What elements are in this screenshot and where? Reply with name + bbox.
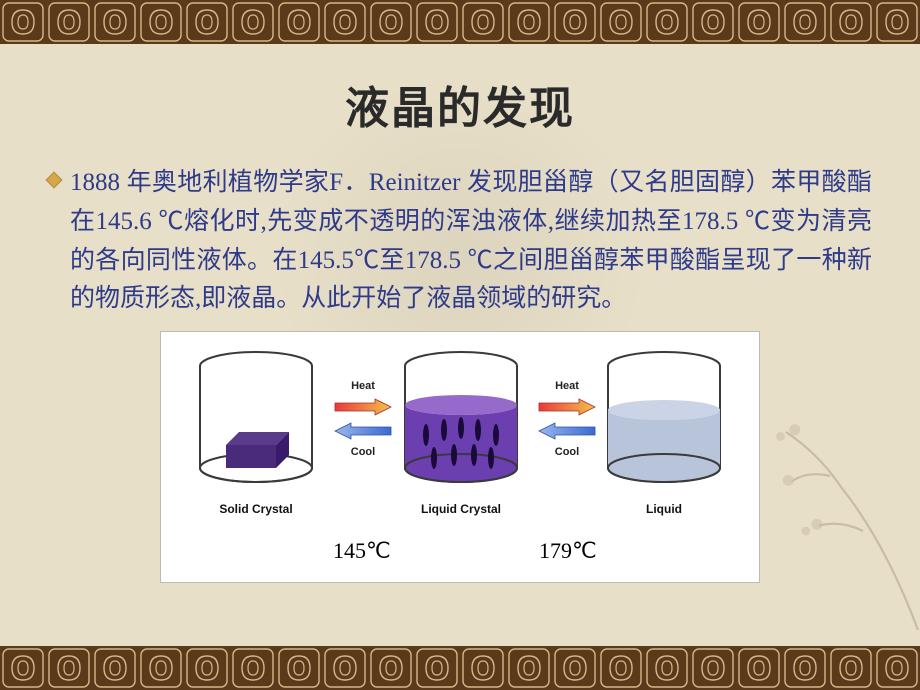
border-tile: [506, 0, 552, 44]
heat-label: Heat: [555, 380, 579, 392]
cool-arrow-icon: [537, 422, 597, 440]
border-tile: [368, 0, 414, 44]
border-tile: [414, 646, 460, 690]
border-tile: [782, 646, 828, 690]
temp-label-1: 145℃: [333, 538, 391, 564]
diagram-container: Heat Cool: [48, 331, 872, 583]
border-tile: [414, 0, 460, 44]
body-paragraph: 1888 年奥地利植物学家F．Reinitzer 发现胆甾醇（又名胆固醇）苯甲酸…: [48, 164, 872, 319]
border-tile: [322, 646, 368, 690]
border-tile: [598, 0, 644, 44]
border-tile: [736, 0, 782, 44]
cool-arrow-icon: [333, 422, 393, 440]
border-tile: [460, 0, 506, 44]
border-tile: [92, 646, 138, 690]
beaker-liquid: [599, 350, 729, 490]
border-tile: [92, 0, 138, 44]
temp-label-2: 179℃: [539, 538, 597, 564]
arrows-group-2: Heat Cool: [531, 380, 603, 458]
border-tile: [782, 0, 828, 44]
border-tile: [46, 0, 92, 44]
border-tile: [736, 646, 782, 690]
border-tile: [230, 646, 276, 690]
heat-label: Heat: [351, 380, 375, 392]
arrows-group-1: Heat Cool: [327, 380, 399, 458]
phase-diagram: Heat Cool: [160, 331, 760, 583]
border-tile: [460, 646, 506, 690]
border-tile: [276, 646, 322, 690]
border-tile: [368, 646, 414, 690]
decorative-border-bottom: [0, 646, 920, 690]
border-tile: [874, 646, 920, 690]
border-tile: [828, 646, 874, 690]
border-tile: [230, 0, 276, 44]
body-text: 1888 年奥地利植物学家F．Reinitzer 发现胆甾醇（又名胆固醇）苯甲酸…: [70, 164, 872, 319]
border-tile: [0, 646, 46, 690]
heat-arrow-icon: [537, 398, 597, 416]
border-tile: [874, 0, 920, 44]
phase-label-solid: Solid Crystal: [191, 502, 321, 516]
phase-label-liquid: Liquid: [599, 502, 729, 516]
border-tile: [552, 646, 598, 690]
slide-content: 液晶的发现 1888 年奥地利植物学家F．Reinitzer 发现胆甾醇（又名胆…: [0, 44, 920, 646]
border-tile: [598, 646, 644, 690]
border-tile: [322, 0, 368, 44]
decorative-border-top: [0, 0, 920, 44]
solid-block-icon: [226, 432, 289, 468]
border-tile: [690, 646, 736, 690]
beaker-solid: [191, 350, 321, 490]
beaker-liquid-crystal: [396, 350, 526, 490]
border-tile: [276, 0, 322, 44]
cool-label: Cool: [351, 446, 375, 458]
border-tile: [138, 646, 184, 690]
slide-title: 液晶的发现: [48, 72, 872, 136]
phase-label-lc: Liquid Crystal: [396, 502, 526, 516]
border-tile: [690, 0, 736, 44]
border-tile: [138, 0, 184, 44]
border-tile: [506, 646, 552, 690]
border-tile: [828, 0, 874, 44]
border-tile: [0, 0, 46, 44]
bullet-icon: [46, 172, 63, 189]
border-tile: [552, 0, 598, 44]
border-tile: [184, 0, 230, 44]
border-tile: [46, 646, 92, 690]
heat-arrow-icon: [333, 398, 393, 416]
border-tile: [644, 0, 690, 44]
border-tile: [184, 646, 230, 690]
cool-label: Cool: [555, 446, 579, 458]
border-tile: [644, 646, 690, 690]
